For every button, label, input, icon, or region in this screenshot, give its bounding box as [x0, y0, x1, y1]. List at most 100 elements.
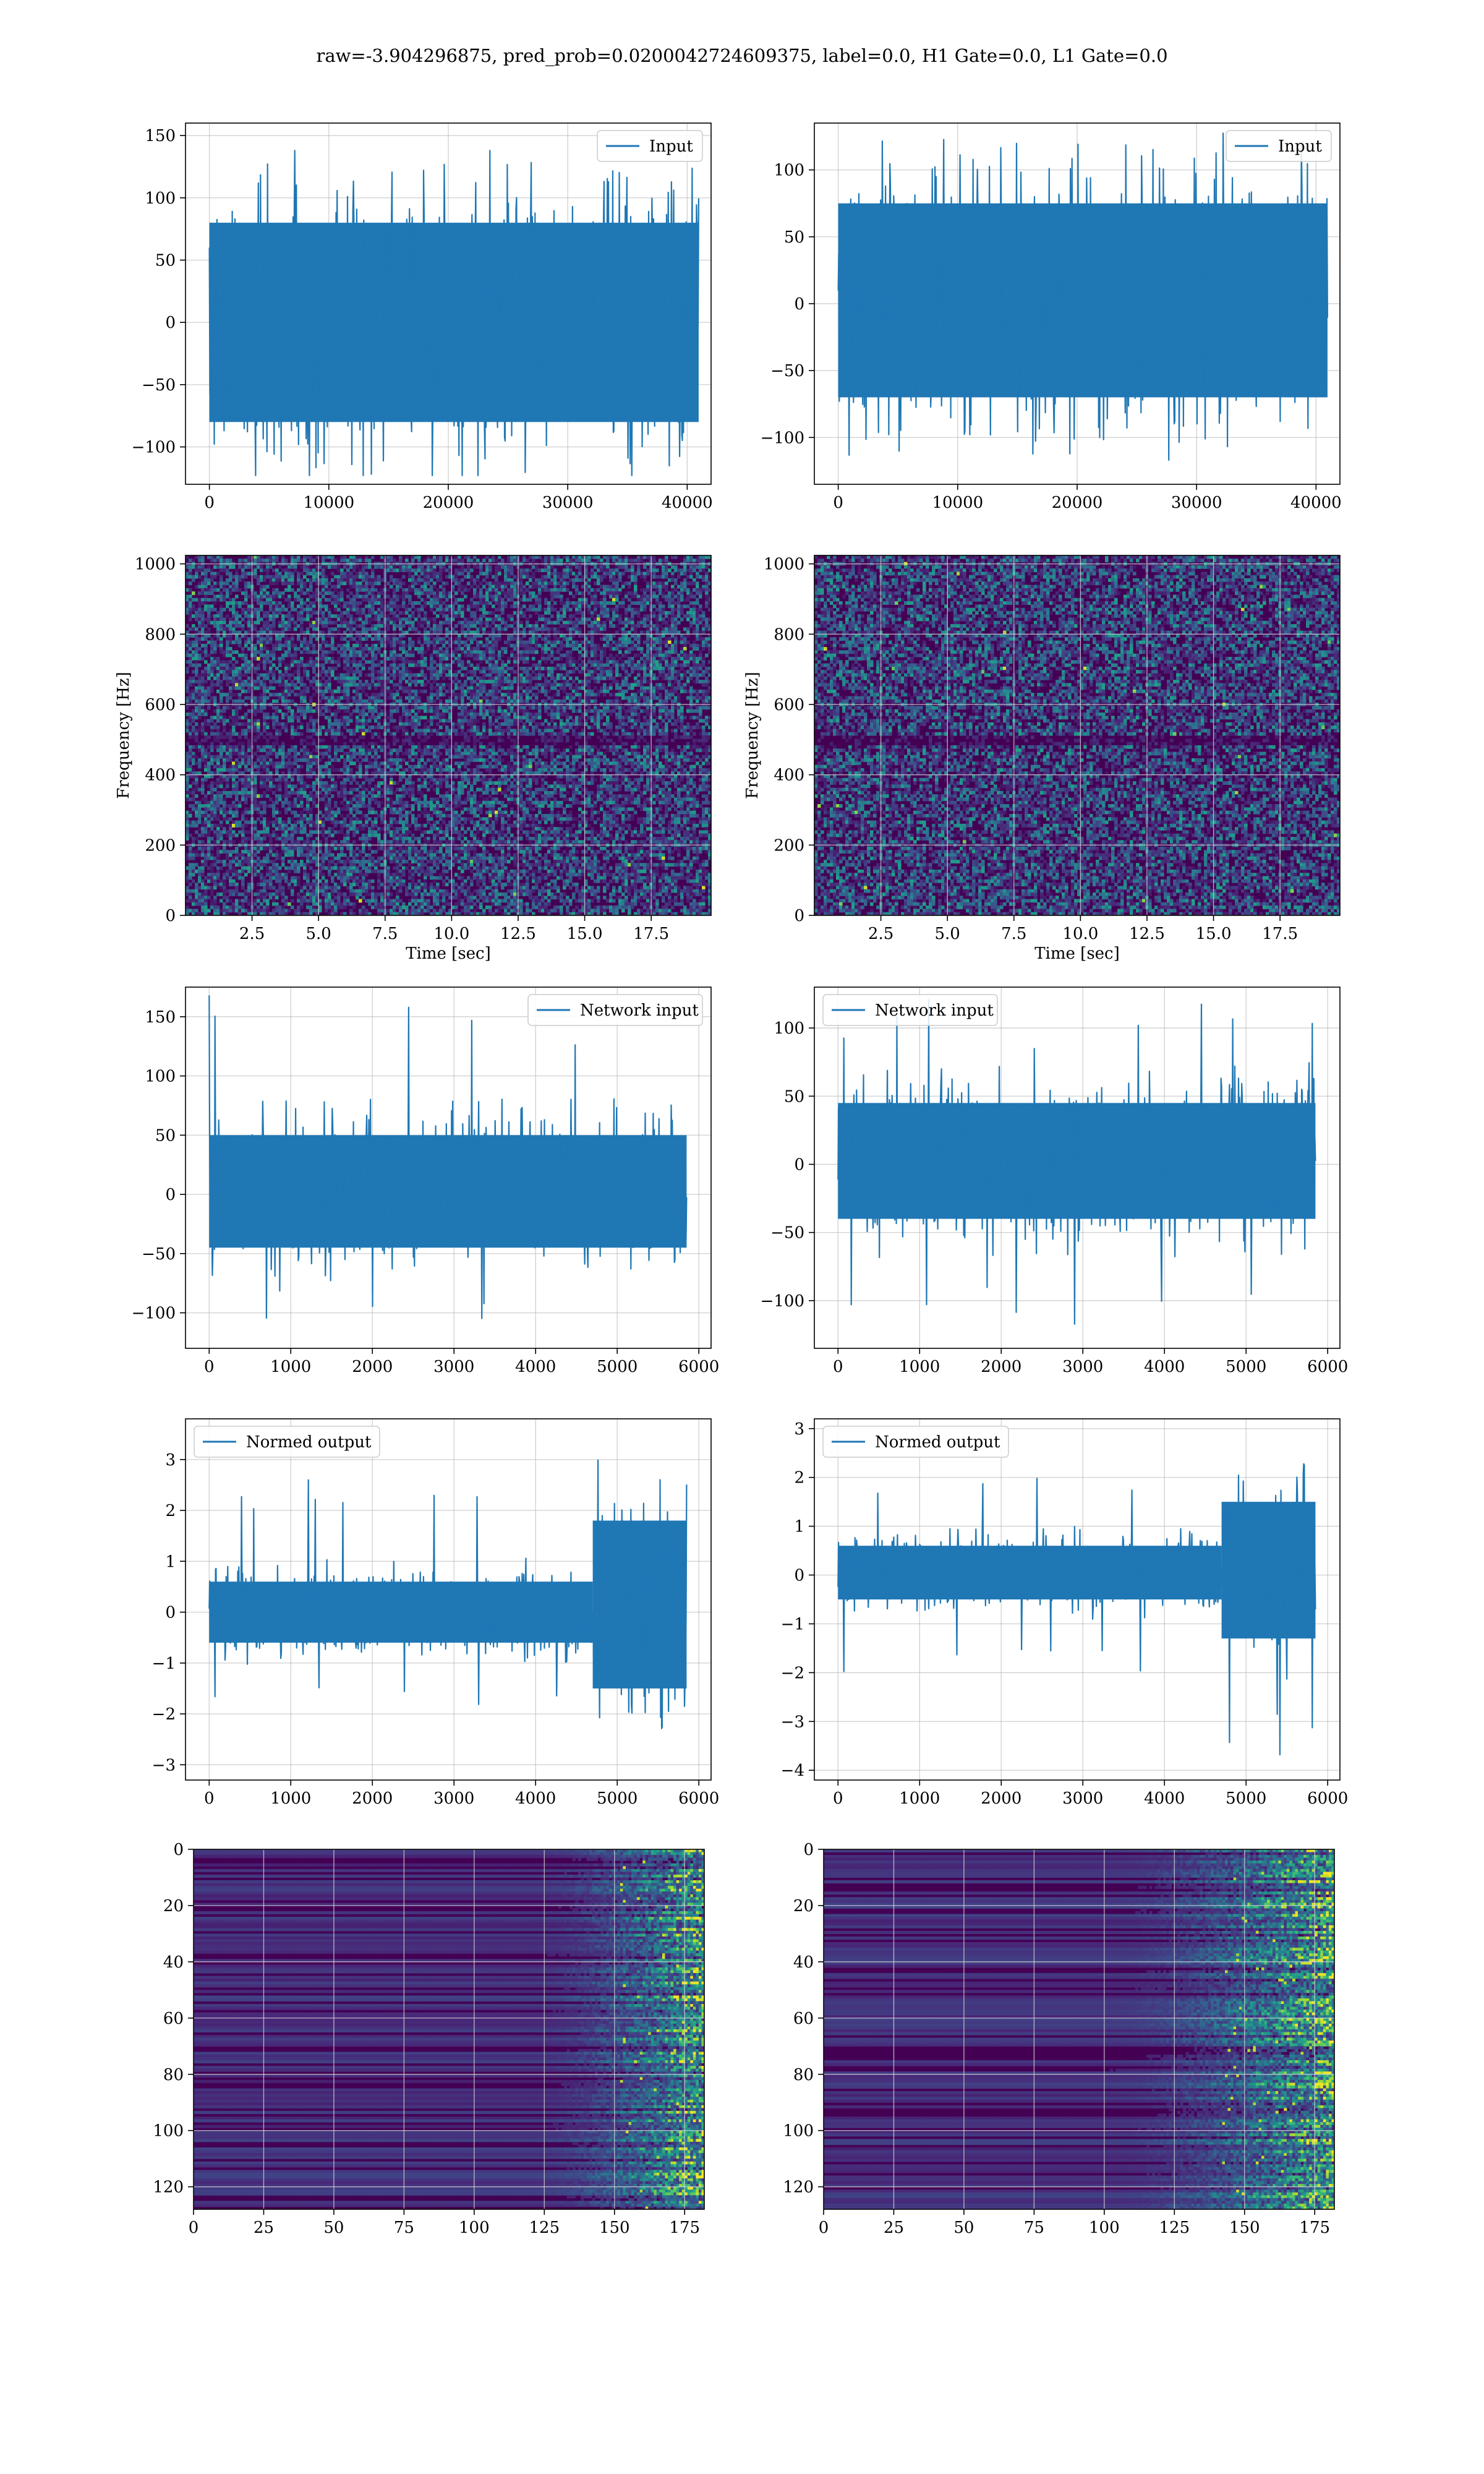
spectrogram-cell	[210, 781, 214, 785]
spectrogram-cell	[272, 650, 276, 654]
spectrogram-cell	[260, 683, 263, 687]
spectrogram-cell	[390, 834, 393, 837]
spectrogram-cell	[371, 811, 375, 815]
spectrogram-cell	[334, 811, 338, 815]
spectrogram-cell	[337, 876, 341, 880]
spectrogram-cell	[235, 568, 239, 572]
spectrogram-cell	[216, 804, 220, 808]
spectrogram-cell	[269, 565, 273, 569]
spectrogram-cell	[340, 588, 344, 592]
spectrogram-cell	[189, 654, 192, 657]
spectrogram-cell	[263, 896, 267, 899]
spectrogram-cell	[328, 870, 331, 873]
spectrogram-cell	[278, 798, 282, 802]
spectrogram-cell	[371, 654, 375, 657]
spectrogram-cell	[343, 572, 347, 576]
spectrogram-cell	[284, 811, 288, 815]
spectrogram-cell	[198, 568, 202, 572]
spectrogram-cell	[263, 588, 267, 592]
spectrogram-cell	[346, 830, 350, 834]
spectrogram-cell	[393, 674, 396, 677]
spectrogram-cell	[365, 713, 369, 716]
spectrogram-cell	[380, 794, 384, 798]
spectrogram-cell	[213, 860, 217, 863]
spectrogram-cell	[325, 581, 328, 585]
spectrogram-cell	[303, 883, 307, 886]
spectrogram-cell	[254, 709, 257, 713]
spectrogram-cell	[186, 889, 189, 893]
spectrogram-cell	[186, 755, 189, 759]
spectrogram-cell	[390, 657, 393, 661]
spectrogram-cell	[377, 755, 381, 759]
spectrogram-cell	[186, 798, 189, 802]
spectrogram-cell	[368, 798, 372, 802]
spectrogram-cell	[356, 801, 359, 805]
spectrogram-cell	[213, 595, 217, 599]
spectrogram-cell	[223, 748, 226, 752]
spectrogram-cell	[226, 719, 229, 723]
spectrogram-cell	[368, 719, 372, 723]
spectrogram-cell	[210, 637, 214, 641]
spectrogram-cell	[269, 667, 273, 670]
spectrogram-cell	[207, 873, 211, 876]
spectrogram-cell	[216, 664, 220, 667]
spectrogram-cell	[352, 889, 356, 893]
spectrogram-cell	[306, 687, 310, 690]
spectrogram-cell	[368, 601, 372, 605]
spectrogram-cell	[238, 742, 242, 746]
spectrogram-cell	[278, 788, 282, 792]
y-tick-label: 100	[774, 161, 804, 180]
spectrogram-cell	[272, 627, 276, 631]
spectrogram-cell	[309, 847, 313, 850]
spectrogram-cell	[306, 840, 310, 844]
spectrogram-cell	[294, 555, 297, 559]
spectrogram-cell	[297, 775, 301, 779]
spectrogram-cell	[278, 604, 282, 608]
spectrogram-cell	[189, 559, 192, 562]
spectrogram-cell	[325, 660, 328, 664]
spectrogram-cell	[229, 827, 232, 831]
spectrogram-cell	[213, 614, 217, 618]
spectrogram-cell	[337, 768, 341, 772]
spectrogram-cell	[343, 680, 347, 683]
spectrogram-cell	[309, 814, 313, 818]
spectrogram-cell	[340, 683, 344, 687]
spectrogram-cell	[343, 791, 347, 795]
spectrogram-cell	[346, 683, 350, 687]
spectrogram-cell	[340, 807, 344, 811]
spectrogram-cell	[198, 680, 202, 683]
spectrogram-cell	[291, 627, 294, 631]
spectrogram-cell	[210, 647, 214, 651]
spectrogram-cell	[254, 867, 257, 870]
spectrogram-cell	[365, 729, 369, 732]
spectrogram-cell	[186, 654, 189, 657]
spectrogram-cell	[192, 755, 195, 759]
spectrogram-cell	[241, 657, 245, 661]
spectrogram-cell	[232, 732, 236, 736]
spectrogram-cell	[257, 650, 260, 654]
spectrogram-cell	[204, 591, 208, 595]
spectrogram-cell	[275, 647, 279, 651]
spectrogram-cell	[195, 909, 198, 912]
spectrogram-cell	[349, 716, 353, 719]
spectrogram-cell	[309, 775, 313, 779]
spectrogram-cell	[198, 674, 202, 677]
spectrogram-cell	[220, 909, 223, 912]
spectrogram-cell	[340, 892, 344, 896]
spectrogram-cell	[352, 650, 356, 654]
spectrogram-cell	[244, 765, 248, 769]
spectrogram-cell	[337, 624, 341, 628]
spectrogram-cell	[371, 834, 375, 837]
spectrogram-cell	[365, 572, 369, 576]
spectrogram-cell	[220, 716, 223, 719]
spectrogram-cell	[346, 827, 350, 831]
spectrogram-cell	[232, 857, 236, 860]
spectrogram-cell	[223, 621, 226, 625]
spectrogram-cell	[325, 555, 328, 559]
spectrogram-cell	[186, 595, 189, 599]
spectrogram-cell	[371, 677, 375, 680]
spectrogram-cell	[365, 565, 369, 569]
spectrogram-cell	[328, 899, 331, 903]
spectrogram-cell	[189, 745, 192, 749]
spectrogram-cell	[356, 847, 359, 850]
